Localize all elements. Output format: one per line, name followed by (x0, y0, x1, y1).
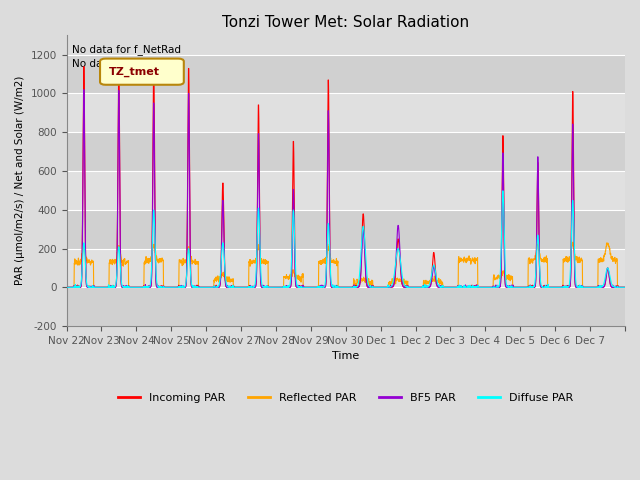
FancyBboxPatch shape (100, 59, 184, 85)
Y-axis label: PAR (μmol/m2/s) / Net and Solar (W/m2): PAR (μmol/m2/s) / Net and Solar (W/m2) (15, 76, 25, 286)
X-axis label: Time: Time (332, 351, 360, 361)
Bar (67, 249, 625, 288)
Text: No data for f_Pyran: No data for f_Pyran (72, 59, 173, 70)
Text: TZ_tmet: TZ_tmet (108, 67, 159, 77)
Title: Tonzi Tower Met: Solar Radiation: Tonzi Tower Met: Solar Radiation (222, 15, 469, 30)
Bar (67, 94, 625, 132)
Bar (67, 210, 625, 249)
Bar (67, 55, 625, 94)
Bar (67, 288, 625, 326)
Bar (67, 171, 625, 210)
Legend: Incoming PAR, Reflected PAR, BF5 PAR, Diffuse PAR: Incoming PAR, Reflected PAR, BF5 PAR, Di… (114, 389, 578, 408)
Bar (67, 132, 625, 171)
Text: No data for f_NetRad: No data for f_NetRad (72, 44, 181, 55)
